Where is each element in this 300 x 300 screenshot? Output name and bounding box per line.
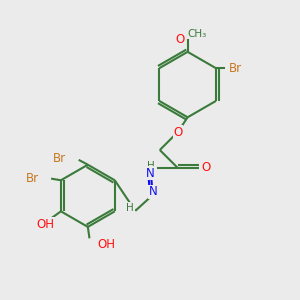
- Text: Br: Br: [26, 172, 39, 185]
- Text: CH₃: CH₃: [187, 28, 206, 38]
- Text: O: O: [202, 161, 211, 175]
- Text: H: H: [147, 161, 154, 171]
- Text: Br: Br: [229, 62, 242, 75]
- Text: N: N: [146, 167, 155, 180]
- Text: O: O: [173, 125, 182, 139]
- Text: O: O: [176, 33, 185, 46]
- Text: N: N: [149, 185, 158, 198]
- Text: OH: OH: [36, 218, 54, 231]
- Text: H: H: [127, 202, 134, 213]
- Text: OH: OH: [98, 238, 116, 251]
- Text: Br: Br: [52, 152, 66, 165]
